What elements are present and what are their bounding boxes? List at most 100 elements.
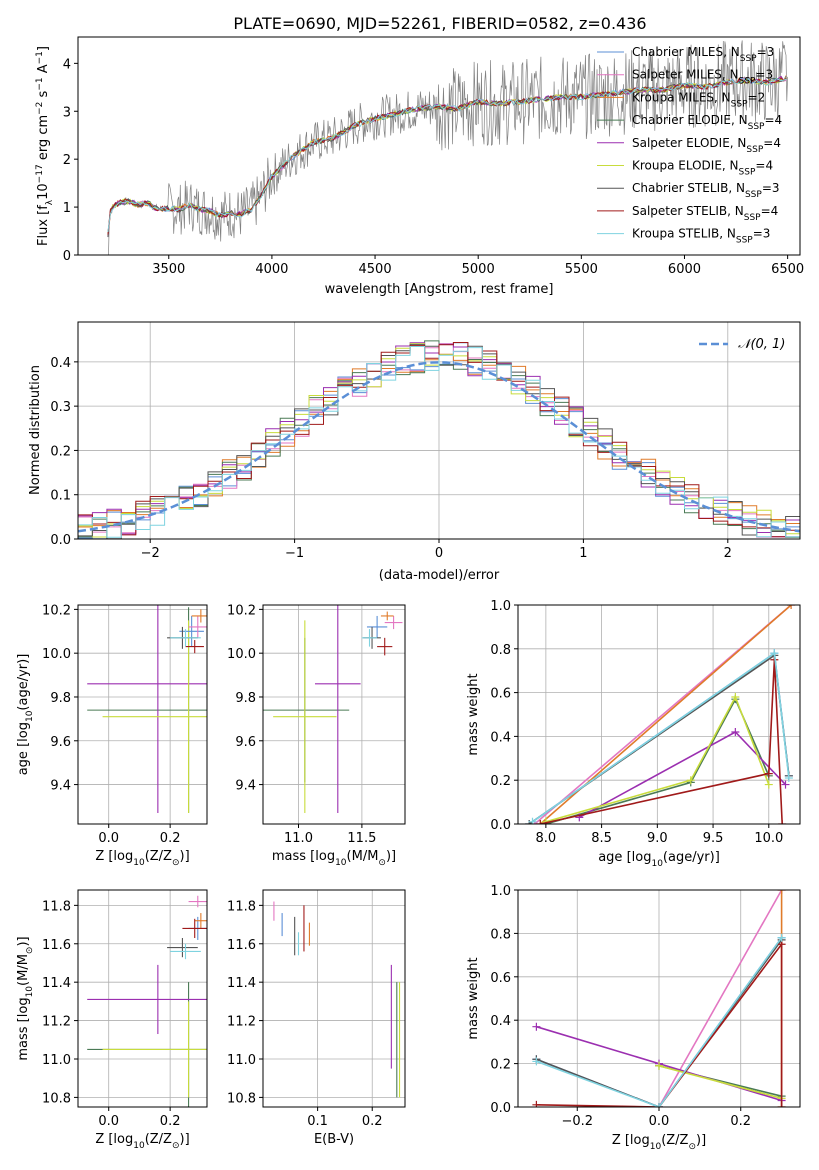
y-tick-label: 9.4 <box>235 779 256 794</box>
point-kroupa_miles <box>380 611 394 621</box>
weight-marker <box>731 728 740 737</box>
x-tick-label: 1 <box>579 546 587 561</box>
y-tick-label: 11.0 <box>227 1053 256 1068</box>
y-tick-label: 0.1 <box>50 489 71 504</box>
weight-marker <box>655 1061 663 1070</box>
axes-frame <box>262 604 406 825</box>
y-tick-label: 11.6 <box>42 938 71 953</box>
x-axis-label: wavelength [Angstrom, rest frame] <box>325 282 554 297</box>
weight-marker <box>532 1022 541 1031</box>
weight-marker <box>655 1103 663 1107</box>
plot-area <box>263 890 405 1107</box>
weight-marker <box>528 817 537 824</box>
y-tick-label: 11.4 <box>227 976 256 991</box>
weight-line-salpeter_stelib <box>536 941 783 1107</box>
plot-area <box>518 605 800 824</box>
normal-curve <box>78 361 800 533</box>
weight-marker <box>686 776 695 785</box>
x-tick-label: 0.2 <box>160 1114 181 1129</box>
model-line-salpeter_stelib <box>107 77 787 235</box>
y-tick-label: 1.0 <box>490 599 511 614</box>
panel-mass_vs_Z: 0.0 0.2 10.8 11.0 11.2 11.4 11.6 11.8 Z [log10(Z… <box>16 889 208 1151</box>
y-tick-label: 10.8 <box>227 1091 256 1106</box>
x-tick-label: −2 <box>141 546 160 561</box>
panel-mass_weight_vs_age: 8.0 8.5 9.0 9.5 10.0 0.0 0.2 0.4 0.6 0.8 1.0 age [l… <box>466 599 801 869</box>
legend-label: Kroupa STELIB, NSSP=3 <box>632 227 770 246</box>
legend: 𝒩(0, 1) <box>699 337 785 352</box>
y-tick-label: 1 <box>63 201 71 216</box>
y-tick-label: 0.2 <box>490 1058 511 1073</box>
panel-mass_weight_vs_Z: −0.2 0.0 0.2 0.0 0.2 0.4 0.6 0.8 1.0 Z [log10(Z/Z… <box>466 884 801 1152</box>
y-tick-label: 3 <box>63 105 71 120</box>
x-axis-label: (data-model)/error <box>379 568 500 583</box>
y-tick-label: 0.8 <box>490 643 511 658</box>
y-tick-label: 11.2 <box>42 1015 71 1030</box>
weight-marker <box>770 649 779 658</box>
y-tick-label: 0.4 <box>490 1014 511 1029</box>
x-tick-label: 11.5 <box>347 831 376 846</box>
y-axis-label: age [log10(age/yr)] <box>16 654 35 776</box>
legend-label: Chabrier ELODIE, NSSP=4 <box>632 113 782 132</box>
plot-area <box>106 40 788 255</box>
x-tick-label: 4000 <box>255 262 288 277</box>
x-tick-label: 0 <box>435 546 443 561</box>
point-kroupa_miles <box>194 913 207 929</box>
y-tick-label: 0.0 <box>490 1101 511 1116</box>
x-tick-label: 0.2 <box>730 1114 751 1129</box>
weight-marker <box>778 820 787 824</box>
weight-marker <box>777 933 786 942</box>
point-salpeter_elodie <box>314 605 361 814</box>
axes-frame <box>517 604 801 825</box>
point-salpeter_stelib <box>182 918 207 939</box>
y-tick-label: 9.6 <box>235 735 256 750</box>
legend-label: Chabrier MILES, NSSP=3 <box>632 45 774 64</box>
plot-area <box>78 890 207 1107</box>
x-tick-label: 0.0 <box>649 1114 670 1129</box>
panel-mass_vs_ebv: 0.1 0.2 10.8 11.0 11.2 11.4 11.6 11.8 E(B-V) <box>227 889 406 1147</box>
legend-label: Salpeter ELODIE, NSSP=4 <box>632 136 781 155</box>
panels: 3500 4000 4500 5000 5500 6000 6500 0 1 2 3 4 wavelen… <box>16 36 804 1152</box>
x-axis-label: E(B-V) <box>314 1132 354 1147</box>
weight-marker <box>532 1057 541 1066</box>
weight-line-chabrier_stelib <box>536 939 783 1107</box>
y-tick-label: 0.2 <box>490 774 511 789</box>
legend-label: Salpeter MILES, NSSP=3 <box>632 68 773 87</box>
weight-line-kroupa_elodie <box>658 1065 782 1100</box>
x-axis-label: Z [log10(Z/Z⊙)] <box>95 1132 189 1151</box>
legend-label: Kroupa MILES, NSSP=2 <box>632 90 765 109</box>
weight-line-kroupa_elodie <box>545 695 770 823</box>
y-tick-label: 9.8 <box>235 691 256 706</box>
y-tick-label: 11.0 <box>42 1053 71 1068</box>
axes-frame <box>77 36 801 256</box>
x-axis-label: Z [log10(Z/Z⊙)] <box>95 849 189 868</box>
y-tick-label: 0.3 <box>50 400 71 415</box>
point-salpeter_elodie <box>87 605 207 814</box>
y-tick-label: 11.8 <box>42 899 71 914</box>
y-axis-label: mass weight <box>466 957 481 1039</box>
x-tick-label: −1 <box>285 546 304 561</box>
panel-age_vs_mass: 11.0 11.5 9.4 9.6 9.8 10.0 10.2 mass [log10(M/M… <box>227 603 406 868</box>
y-axis-label: Normed distribution <box>28 365 43 495</box>
y-tick-label: 1.0 <box>490 884 511 899</box>
weight-marker <box>532 1100 541 1107</box>
legend-label: Kroupa ELODIE, NSSP=4 <box>632 159 773 178</box>
point-salpeter_elodie <box>87 964 207 1035</box>
axes-frame <box>262 889 406 1108</box>
weight-marker <box>536 820 545 824</box>
x-tick-label: 0.2 <box>160 831 181 846</box>
panel-residuals: −2 −1 0 1 2 0.0 0.1 0.2 0.3 0.4 𝒩(0, 1) (data-model… <box>28 321 801 583</box>
y-tick-label: 0 <box>63 249 71 264</box>
point-chabrier_miles <box>179 615 204 647</box>
plot-area <box>78 322 800 539</box>
x-tick-label: 10.0 <box>754 831 783 846</box>
weight-marker <box>787 605 796 609</box>
point-kroupa_elodie <box>102 620 207 814</box>
x-tick-label: 0.2 <box>362 1114 383 1129</box>
point-kroupa_stelib <box>361 629 378 647</box>
x-axis-label: Z [log10(Z/Z⊙)] <box>612 1133 706 1152</box>
x-axis-label: mass [log10(M/M⊙)] <box>272 849 396 868</box>
x-tick-label: 5500 <box>565 262 598 277</box>
x-tick-label: 5000 <box>462 262 495 277</box>
y-tick-label: 0.0 <box>490 818 511 833</box>
